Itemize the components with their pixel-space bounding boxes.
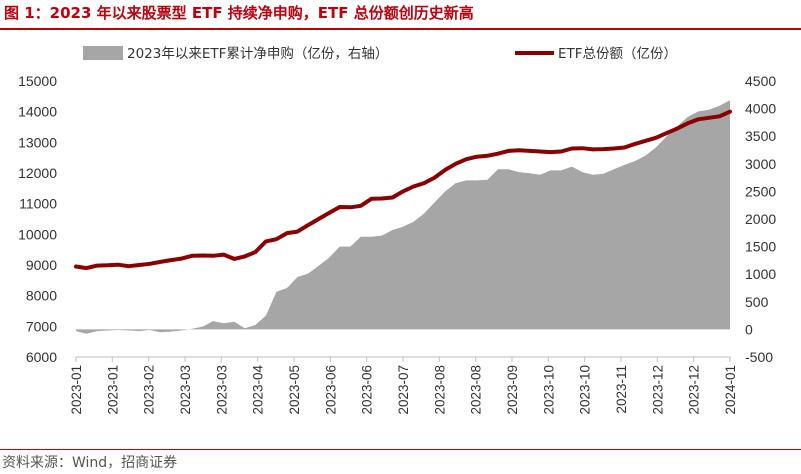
x-axis-tick-label: 2023-01 [105,365,120,415]
chart: 2023年以来ETF累计净申购（亿份，右轴） ETF总份额（亿份） 6000 70… [18,46,776,415]
right-axis-tick-label: 4000 [745,101,776,117]
left-axis-tick-label: 15000 [18,73,57,89]
x-axis: 2023-01 2023-01 2023-02 2023-03 2023-03 2023-… [69,356,738,415]
right-axis-tick-label: 500 [745,294,769,310]
x-axis-tick-label: 2023-06 [323,365,338,415]
legend-area-swatch [83,46,123,60]
x-axis-tick-label: 2023-10 [541,365,556,415]
plot-area [74,100,732,334]
left-axis-tick-label: 9000 [26,257,57,273]
right-axis-tick-label: 2000 [745,211,776,227]
source-note: 资料来源：Wind，招商证券 [2,455,178,471]
right-axis-tick-label: 1500 [745,239,776,255]
x-axis-tick-label: 2023-11 [614,365,629,414]
x-axis-tick-label: 2023-08 [432,365,447,415]
x-axis-tick-label: 2023-09 [505,365,520,415]
x-axis-tick-label: 2023-12 [650,365,665,415]
right-axis-tick-label: -500 [745,349,773,365]
x-axis-tick-label: 2023-03 [178,365,193,415]
x-axis-tick-label: 2023-06 [360,365,375,415]
left-axis-tick-label: 6000 [26,349,57,365]
legend: 2023年以来ETF累计净申购（亿份，右轴） ETF总份额（亿份） [83,46,677,62]
right-axis-tick-label: 1000 [745,266,776,282]
x-axis-tick-label: 2023-07 [396,365,411,415]
title-divider [0,28,801,30]
x-axis-tick-label: 2023-04 [251,365,266,415]
left-axis-tick-label: 11000 [19,196,57,212]
legend-line-label: ETF总份额（亿份） [558,46,677,62]
legend-area-label: 2023年以来ETF累计净申购（亿份，右轴） [127,46,388,62]
right-axis-tick-label: 4500 [745,73,776,89]
x-axis-tick-label: 2023-05 [287,365,302,415]
left-axis-tick-label: 13000 [18,134,57,150]
left-axis: 6000 7000 8000 9000 10000 11000 12000 13000 1400… [18,73,57,365]
right-axis-tick-label: 3000 [745,156,776,172]
left-axis-tick-label: 10000 [18,226,57,242]
figure-title: 图 1：2023 年以来股票型 ETF 持续净申购，ETF 总份额创历史新高 [4,4,474,22]
x-axis-tick-label: 2024-01 [723,365,738,415]
x-axis-tick-label: 2023-01 [69,365,84,415]
left-axis-tick-label: 8000 [26,288,57,304]
series-area-net-subscription [76,100,730,334]
right-axis-tick-label: 3500 [745,128,776,144]
x-axis-tick-label: 2023-03 [214,365,229,415]
left-axis-tick-label: 12000 [18,165,57,181]
x-axis-tick-label: 2023-02 [142,365,157,415]
left-axis-tick-label: 14000 [18,104,57,120]
right-axis-tick-label: 0 [745,321,753,337]
source-divider [0,449,801,450]
series-line-etf-total-shares [74,109,732,271]
right-axis: -500 0 500 1000 1500 2000 2500 3000 3500 4000 4500 [745,73,776,365]
x-axis-tick-label: 2023-12 [687,365,702,415]
left-axis-tick-label: 7000 [26,318,57,334]
x-axis-tick-label: 2023-10 [578,365,593,415]
x-axis-tick-label: 2023-08 [469,365,484,415]
right-axis-tick-label: 2500 [745,183,776,199]
